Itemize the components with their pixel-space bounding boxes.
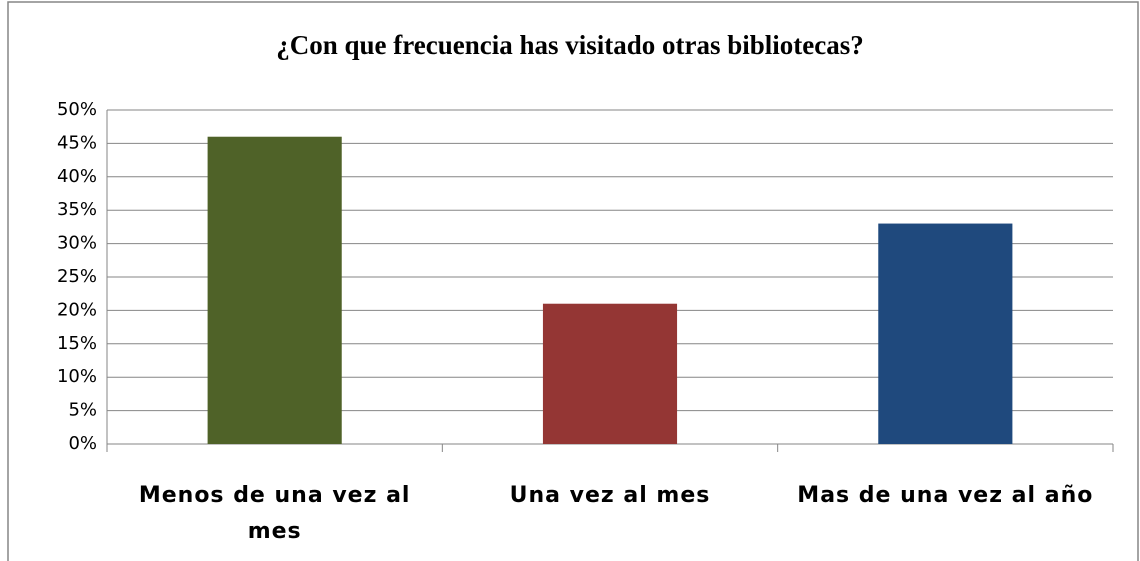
y-tick-label: 35% [57,199,97,220]
x-tick-label: Menos de una vez al mes [138,483,411,544]
y-tick-label: 25% [57,266,97,287]
x-tick-label: Mas de una vez al año [797,483,1094,508]
bar [542,303,678,444]
y-tick-label: 45% [57,132,97,153]
y-tick-label: 15% [57,333,97,354]
bar [207,136,342,444]
y-tick-label: 5% [68,400,97,421]
bar [878,223,1013,444]
y-tick-label: 40% [57,166,97,187]
x-tick-label: Una vez al mes [509,483,711,508]
y-tick-label: 20% [57,299,97,320]
y-tick-label: 10% [57,366,97,387]
y-tick-label: 0% [68,433,97,454]
y-tick-label: 50% [57,99,97,120]
chart-title: ¿Con que frecuencia has visitado otras b… [276,30,864,60]
y-tick-label: 30% [57,233,97,254]
